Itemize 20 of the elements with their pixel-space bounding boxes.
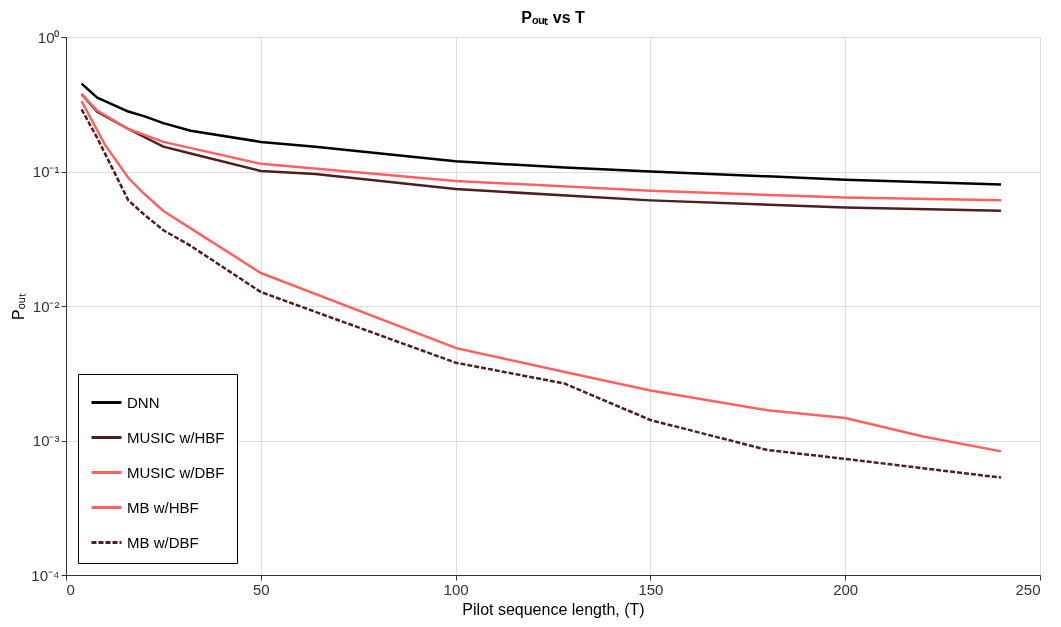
- y-tick-label: 10⁻³: [32, 432, 60, 449]
- x-tick-label: 100: [443, 580, 469, 598]
- x-axis-title: Pilot sequence length, (T): [462, 600, 645, 618]
- x-tick-label: 200: [833, 580, 859, 598]
- x-tick-label: 0: [66, 580, 75, 598]
- legend-label: DNN: [127, 393, 160, 411]
- legend-label: MUSIC w/DBF: [127, 463, 225, 481]
- legend-label: MB w/DBF: [127, 533, 199, 551]
- y-tick-label: 10⁻¹: [32, 163, 60, 180]
- y-tick-label: 10⁰: [37, 28, 60, 46]
- legend-label: MB w/HBF: [127, 498, 199, 516]
- x-tick-label: 250: [1015, 580, 1041, 598]
- y-tick-label: 10⁻⁴: [31, 566, 60, 584]
- x-tick-label: 150: [638, 580, 664, 598]
- line-series: [80, 82, 1003, 186]
- y-tick-label: 10⁻²: [32, 297, 60, 315]
- legend-label: MUSIC w/HBF: [127, 428, 225, 446]
- x-tick-label: 50: [252, 580, 270, 598]
- y-axis-title: Pₒᵤₜ: [10, 293, 28, 320]
- chart-title: Pₒᵤₜ vs T: [521, 9, 586, 26]
